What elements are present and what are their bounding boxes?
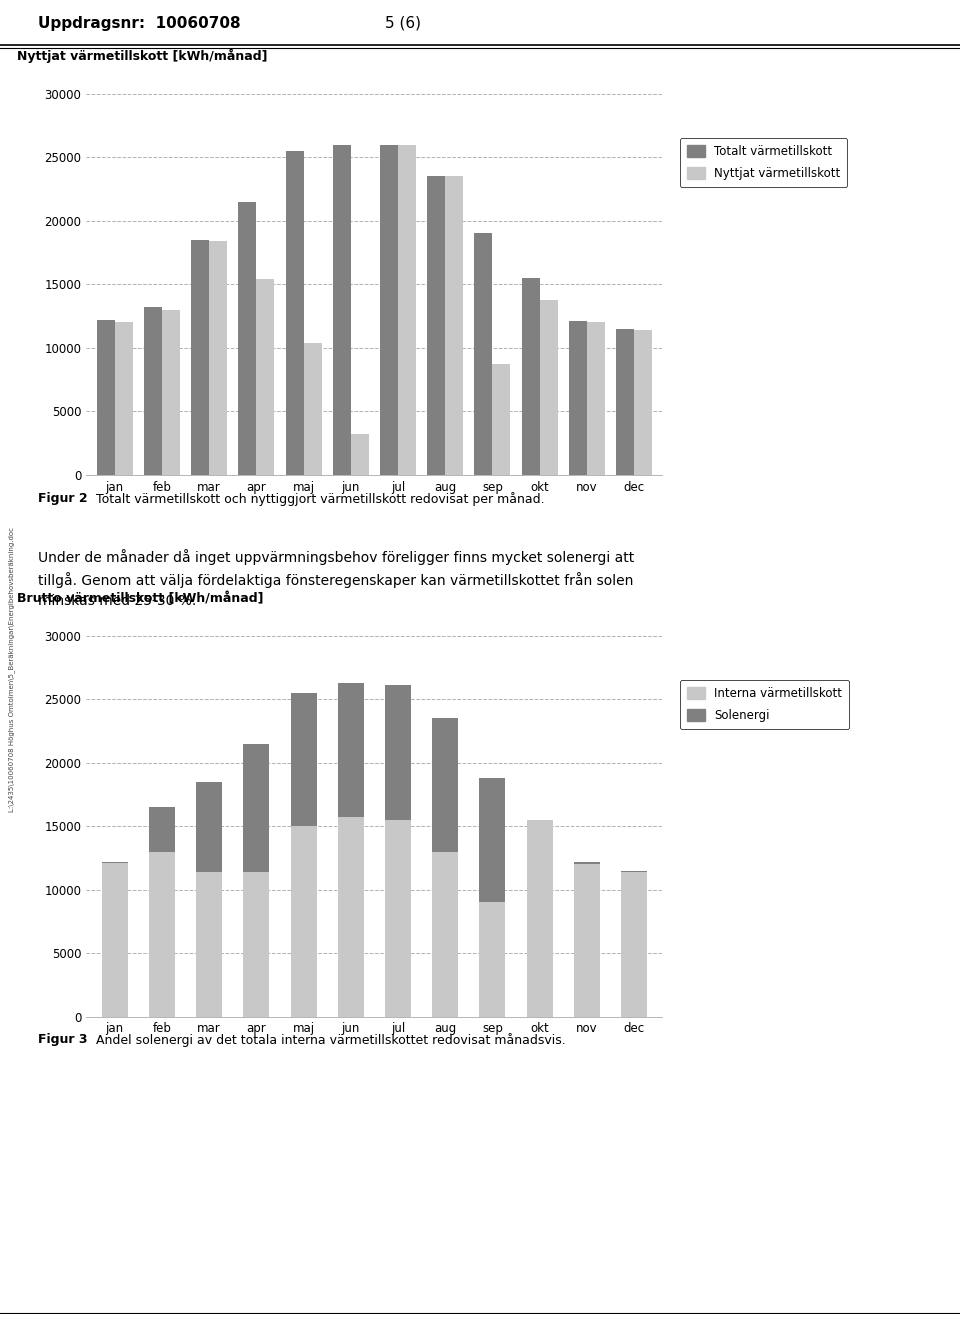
- Bar: [492, 364, 511, 475]
- Bar: [102, 863, 128, 1017]
- Bar: [333, 145, 350, 475]
- Bar: [474, 233, 492, 475]
- Bar: [527, 820, 553, 1017]
- Bar: [479, 777, 505, 902]
- Text: Andel solenergi av det totala interna värmetillskottet redovisat månadsvis.: Andel solenergi av det totala interna vä…: [88, 1033, 566, 1046]
- Text: Brutto värmetillskott [kWh/månad]: Brutto värmetillskott [kWh/månad]: [17, 591, 264, 605]
- Bar: [350, 435, 369, 475]
- Bar: [97, 320, 115, 475]
- Bar: [256, 280, 275, 475]
- Bar: [380, 145, 398, 475]
- Bar: [144, 308, 162, 475]
- Bar: [338, 818, 364, 1017]
- Bar: [196, 872, 222, 1017]
- Bar: [574, 864, 600, 1017]
- Bar: [385, 820, 411, 1017]
- Text: Figur 2: Figur 2: [38, 492, 88, 506]
- Text: Under de månader då inget uppvärmningsbehov föreligger finns mycket solenergi at: Under de månader då inget uppvärmningsbe…: [38, 549, 635, 607]
- Bar: [149, 852, 175, 1017]
- Bar: [445, 177, 463, 475]
- Bar: [286, 151, 303, 475]
- Bar: [574, 862, 600, 864]
- Bar: [244, 872, 270, 1017]
- Bar: [244, 744, 270, 872]
- Bar: [634, 330, 652, 475]
- Bar: [209, 241, 228, 475]
- Bar: [540, 300, 558, 475]
- Bar: [432, 852, 458, 1017]
- Legend: Interna värmetillskott, Solenergi: Interna värmetillskott, Solenergi: [680, 680, 850, 729]
- Bar: [569, 321, 587, 475]
- Bar: [291, 826, 317, 1017]
- Bar: [196, 781, 222, 872]
- Bar: [621, 872, 647, 1017]
- Bar: [149, 807, 175, 852]
- Text: Figur 3: Figur 3: [38, 1033, 88, 1046]
- Bar: [303, 343, 322, 475]
- Bar: [587, 322, 605, 475]
- Bar: [191, 240, 209, 475]
- Bar: [616, 329, 634, 475]
- Text: Nyttjat värmetillskott [kWh/månad]: Nyttjat värmetillskott [kWh/månad]: [17, 48, 268, 63]
- Bar: [521, 278, 540, 475]
- Text: Uppdragsnr:  10060708: Uppdragsnr: 10060708: [38, 16, 241, 31]
- Bar: [291, 693, 317, 826]
- Legend: Totalt värmetillskott, Nyttjat värmetillskott: Totalt värmetillskott, Nyttjat värmetill…: [680, 138, 848, 187]
- Bar: [427, 177, 445, 475]
- Bar: [238, 202, 256, 475]
- Bar: [398, 145, 416, 475]
- Bar: [479, 902, 505, 1017]
- Bar: [385, 685, 411, 820]
- Text: Totalt värmetillskott och nyttiggjort värmetillskott redovisat per månad.: Totalt värmetillskott och nyttiggjort vä…: [88, 492, 545, 506]
- Bar: [162, 310, 180, 475]
- Bar: [432, 719, 458, 852]
- Text: L:\2435\10060708 Höghus Omtolmen\5_Beräkningar\Energibehovsberäkning.doc: L:\2435\10060708 Höghus Omtolmen\5_Beräk…: [8, 526, 15, 812]
- Bar: [115, 322, 132, 475]
- Text: 5 (6): 5 (6): [385, 16, 421, 31]
- Bar: [338, 682, 364, 818]
